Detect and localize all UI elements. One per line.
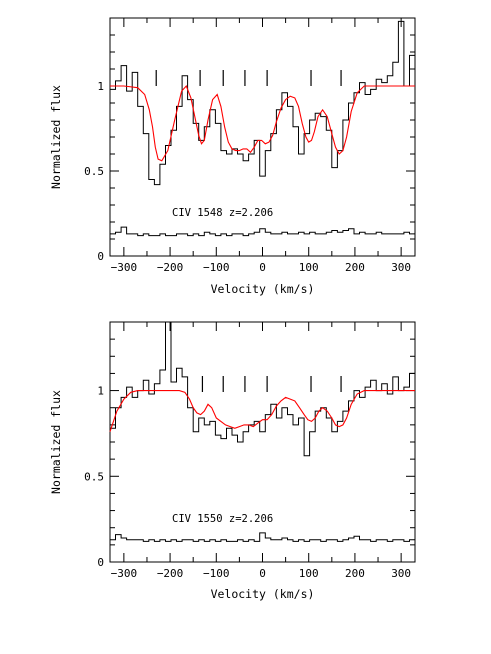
y-tick-label: 0.5 [84,165,104,178]
x-tick-label: 100 [299,567,319,580]
x-tick-label: −300 [111,261,138,274]
y-tick-label: 1 [97,385,104,398]
x-tick-label: 300 [391,567,411,580]
transition-label: CIV 1548 z=2.206 [172,207,273,219]
x-tick-label: 100 [299,261,319,274]
error-spectrum [110,226,415,237]
x-axis-title: Velocity (km/s) [211,282,315,296]
x-tick-label: 300 [391,261,411,274]
flux-histogram [110,20,415,186]
x-tick-label: −200 [157,261,184,274]
transition-label: CIV 1550 z=2.206 [172,513,273,525]
y-axis-title: Normalized flux [49,390,63,494]
error-spectrum [110,532,415,542]
model-fit-line [109,390,415,432]
y-tick-label: 0 [97,556,104,569]
x-tick-label: 200 [345,567,365,580]
x-tick-label: 0 [259,567,266,580]
plot-frame [109,17,416,257]
y-tick-label: 0.5 [84,470,104,483]
x-tick-label: 0 [259,261,266,274]
x-tick-label: −200 [157,567,184,580]
chart-panel-2: −300 −200 −100 0 100 200 300 0 0.5 1 Velocity (km/… [49,321,416,601]
x-tick-label: −100 [203,567,230,580]
x-axis-title: Velocity (km/s) [211,587,315,601]
y-tick-label: 0 [97,250,104,263]
y-axis-title: Normalized flux [49,85,63,189]
x-tick-label: −100 [203,261,230,274]
x-tick-label: −300 [111,567,138,580]
flux-histogram [110,321,415,457]
model-fit-line [110,84,415,162]
y-tick-label: 1 [97,80,104,93]
plot-frame [109,321,416,563]
x-tick-label: 200 [345,261,365,274]
chart-panel-1: −300 −200 −100 0 100 200 300 0 0.5 1 Velocity (km/… [49,17,416,296]
